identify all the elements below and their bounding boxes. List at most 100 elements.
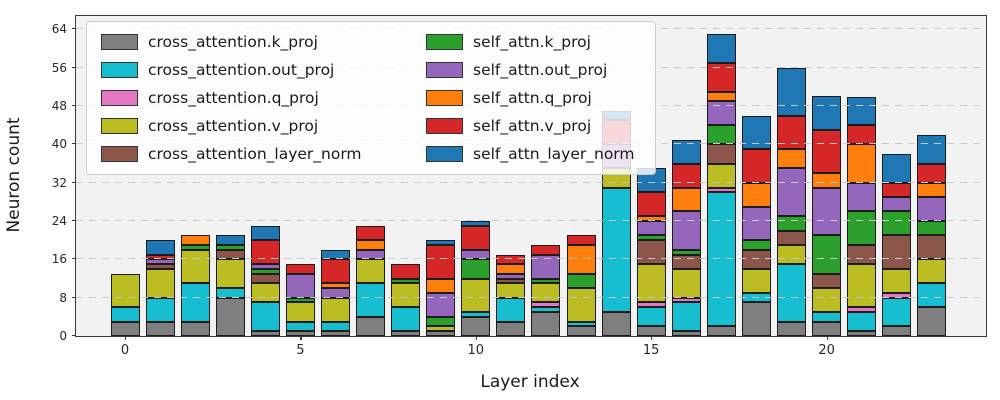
segment-self_attn.q_proj: [917, 182, 947, 198]
segment-self_attn_layer_norm: [741, 115, 771, 150]
bar-layer-17: [706, 16, 736, 336]
segment-self_attn.out_proj: [741, 206, 771, 241]
segment-self_attn.k_proj: [741, 240, 771, 250]
segment-self_attn.out_proj: [917, 197, 947, 222]
legend-item-self_attn.v_proj: self_attn.v_proj: [426, 115, 641, 137]
segment-self_attn.v_proj: [882, 182, 912, 198]
segment-self_attn.v_proj: [496, 254, 526, 265]
segment-self_attn.v_proj: [391, 264, 421, 279]
segment-self_attn.k_proj: [180, 245, 210, 250]
segment-self_attn.q_proj: [812, 173, 842, 188]
segment-cross_attention.k_proj: [812, 321, 842, 336]
legend: cross_attention.k_proj cross_attention.ou…: [86, 21, 656, 175]
segment-cross_attention.v_proj: [847, 264, 877, 308]
bar-layer-3: [215, 16, 245, 336]
segment-self_attn_layer_norm: [426, 240, 456, 245]
segment-self_attn.k_proj: [847, 211, 877, 245]
ytick-label-32: 32: [51, 175, 67, 190]
segment-cross_attention_layer_norm: [882, 235, 912, 269]
segment-self_attn.k_proj: [531, 278, 561, 284]
segment-self_attn.v_proj: [847, 125, 877, 145]
segment-self_attn.out_proj: [706, 101, 736, 126]
segment-cross_attention.k_proj: [671, 331, 701, 336]
legend-label: self_attn.out_proj: [473, 61, 608, 79]
y-axis-label: Neuron count: [4, 117, 24, 233]
bar-layer-13: [566, 16, 596, 336]
segment-cross_attention.k_proj: [180, 321, 210, 336]
segment-self_attn_layer_norm: [917, 134, 947, 164]
ytick-mark: [72, 334, 76, 336]
segment-self_attn.k_proj: [636, 235, 666, 241]
segment-cross_attention.v_proj: [812, 288, 842, 313]
segment-self_attn_layer_norm: [847, 96, 877, 126]
segment-cross_attention_layer_norm: [145, 264, 175, 269]
segment-cross_attention.k_proj: [356, 316, 386, 336]
segment-cross_attention.k_proj: [706, 326, 736, 336]
segment-cross_attention.out_proj: [461, 312, 491, 317]
ytick-label-40: 40: [51, 137, 67, 152]
segment-self_attn.v_proj: [636, 192, 666, 217]
segment-self_attn.q_proj: [356, 240, 386, 250]
segment-self_attn.v_proj: [531, 245, 561, 255]
legend-label: cross_attention.v_proj: [148, 117, 319, 135]
ytick-mark: [72, 181, 76, 183]
segment-self_attn.q_proj: [320, 283, 350, 289]
segment-cross_attention.k_proj: [917, 307, 947, 336]
legend-swatch-self_attn_layer_norm: [426, 146, 464, 162]
bar-layer-2: [180, 16, 210, 336]
segment-self_attn.q_proj: [496, 264, 526, 274]
segment-cross_attention.out_proj: [741, 292, 771, 303]
segment-cross_attention.k_proj: [847, 331, 877, 336]
segment-self_attn.v_proj: [250, 240, 280, 265]
segment-cross_attention.out_proj: [180, 283, 210, 322]
segment-self_attn.v_proj: [812, 130, 842, 174]
legend-swatch-self_attn.k_proj: [426, 34, 464, 50]
segment-self_attn_layer_norm: [812, 96, 842, 131]
segment-cross_attention.k_proj: [320, 331, 350, 336]
bar-layer-16: [671, 16, 701, 336]
xtick-mark: [826, 336, 828, 340]
segment-cross_attention.v_proj: [145, 268, 175, 298]
segment-cross_attention.v_proj: [566, 288, 596, 322]
segment-cross_attention.v_proj: [180, 249, 210, 284]
segment-self_attn.q_proj: [777, 149, 807, 169]
segment-self_attn.k_proj: [250, 268, 280, 274]
segment-cross_attention.out_proj: [145, 297, 175, 322]
segment-cross_attention.q_proj: [531, 302, 561, 308]
segment-self_attn.q_proj: [636, 216, 666, 222]
segment-cross_attention_layer_norm: [215, 249, 245, 260]
segment-cross_attention_layer_norm: [706, 144, 736, 164]
segment-cross_attention.out_proj: [285, 321, 315, 332]
bar-layer-8: [391, 16, 421, 336]
bar-layer-9: [426, 16, 456, 336]
segment-self_attn.k_proj: [285, 297, 315, 303]
legend-item-cross_attention.q_proj: cross_attention.q_proj: [101, 87, 368, 109]
legend-label: cross_attention.q_proj: [148, 89, 319, 107]
segment-self_attn.v_proj: [671, 163, 701, 188]
segment-cross_attention_layer_norm: [250, 273, 280, 284]
xtick-label-0: 0: [120, 343, 130, 358]
segment-cross_attention.v_proj: [777, 245, 807, 265]
legend-item-cross_attention_layer_norm: cross_attention_layer_norm: [101, 143, 368, 165]
segment-self_attn.out_proj: [496, 273, 526, 279]
legend-swatch-self_attn.q_proj: [426, 90, 464, 106]
legend-swatch-cross_attention_layer_norm: [101, 146, 138, 162]
segment-cross_attention.out_proj: [250, 302, 280, 332]
xtick-mark: [125, 336, 127, 340]
segment-cross_attention_layer_norm: [847, 245, 877, 265]
bar-layer-10: [461, 16, 491, 336]
bar-layer-15: [636, 16, 666, 336]
segment-self_attn_layer_norm: [706, 34, 736, 63]
segment-cross_attention.k_proj: [215, 297, 245, 336]
segment-self_attn.out_proj: [461, 249, 491, 260]
segment-cross_attention.k_proj: [461, 316, 491, 336]
segment-cross_attention.out_proj: [496, 297, 526, 322]
bar-layer-11: [496, 16, 526, 336]
segment-self_attn.out_proj: [285, 273, 315, 298]
segment-cross_attention_layer_norm: [671, 254, 701, 269]
segment-self_attn.k_proj: [566, 273, 596, 289]
xtick-label-15: 15: [642, 343, 660, 358]
segment-self_attn.k_proj: [426, 316, 456, 327]
bar-layer-5: [285, 16, 315, 336]
legend-label: cross_attention_layer_norm: [148, 145, 362, 163]
